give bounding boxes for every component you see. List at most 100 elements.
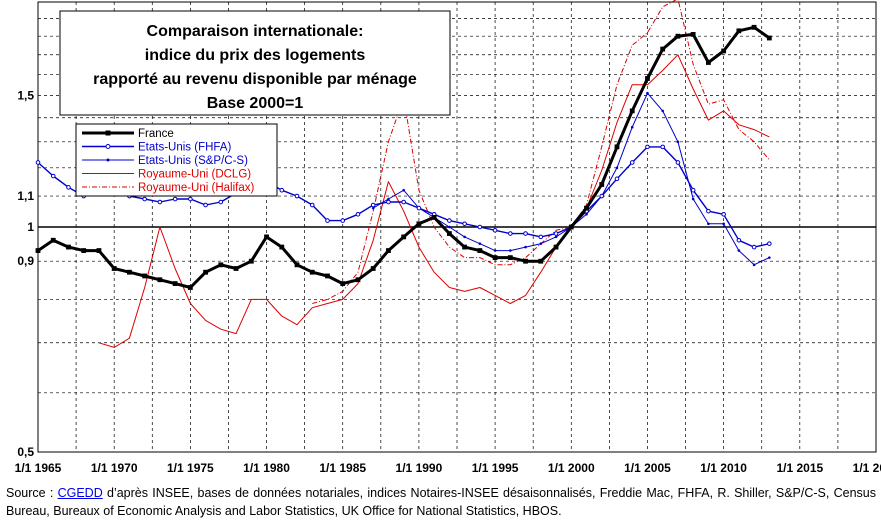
data-point <box>478 242 482 245</box>
data-point <box>370 202 376 208</box>
data-point <box>401 199 406 205</box>
data-point <box>524 245 527 249</box>
y-tick-label: 1,5 <box>17 88 34 102</box>
data-point <box>660 46 666 52</box>
data-point <box>309 202 315 208</box>
data-point <box>614 176 620 182</box>
title-box-frame <box>59 10 451 116</box>
data-point <box>766 35 772 41</box>
data-point <box>615 166 619 170</box>
data-point <box>416 221 422 227</box>
data-point <box>142 196 147 202</box>
data-point <box>492 255 498 261</box>
data-point <box>722 222 725 226</box>
data-point <box>706 208 711 214</box>
x-tick-label: 1/1 2020 <box>853 461 881 475</box>
data-point <box>264 234 269 240</box>
series-layer <box>35 0 772 348</box>
legend-label-france: France <box>138 128 174 140</box>
data-point <box>66 244 71 250</box>
data-point <box>585 212 588 216</box>
data-point <box>66 185 71 190</box>
data-point <box>509 249 512 252</box>
x-tick-label: 1/1 1970 <box>91 461 138 475</box>
data-point <box>172 281 178 286</box>
x-tick-label: 1/1 2005 <box>624 461 671 475</box>
source-link-cgedd[interactable]: CGEDD <box>57 486 103 500</box>
data-point <box>402 188 405 192</box>
data-point <box>675 160 681 165</box>
data-point <box>737 249 741 252</box>
legend-label-royaume-uni-halifax: Royaume-Uni (Halifax) <box>138 182 254 194</box>
data-point <box>629 160 635 165</box>
data-point <box>538 258 544 264</box>
x-tick-label: 1/1 2015 <box>776 461 823 475</box>
data-point <box>387 197 390 201</box>
data-point <box>690 187 696 193</box>
data-point <box>477 248 483 253</box>
data-point <box>309 269 315 275</box>
data-point <box>325 218 330 223</box>
data-point <box>645 76 650 81</box>
data-point <box>188 196 193 202</box>
data-point <box>508 231 513 236</box>
data-point <box>96 248 102 253</box>
data-point <box>35 160 41 165</box>
data-point <box>463 235 466 239</box>
data-point <box>448 225 451 229</box>
legend-marker <box>105 130 111 136</box>
data-point <box>279 187 285 193</box>
data-point <box>416 205 422 211</box>
data-point <box>35 248 41 253</box>
data-point <box>203 269 208 275</box>
y-tick-label: 0,9 <box>17 254 34 268</box>
data-point <box>187 285 193 290</box>
chart-title-line-2: indice du prix des logements <box>145 47 366 64</box>
data-point <box>538 234 544 240</box>
data-point <box>355 277 361 283</box>
data-point <box>507 255 513 261</box>
data-point <box>248 258 254 264</box>
series-royaume-uni-dclg <box>98 54 770 348</box>
axes: 1/1 1965 1/1 1970 1/1 1975 1/1 1980 1/1 1985… <box>15 88 881 475</box>
y-tick-label: 1,1 <box>17 189 34 203</box>
legend-marker <box>106 158 110 162</box>
x-tick-label: 1/1 2000 <box>548 461 595 475</box>
data-point <box>568 224 574 230</box>
data-point <box>690 32 696 37</box>
data-point <box>675 33 681 39</box>
data-point <box>706 60 711 65</box>
x-tick-label: 1/1 1990 <box>396 461 443 475</box>
x-tick-label: 1/1 1975 <box>167 461 214 475</box>
chart-title-line-3: rapporté au revenu disponible par ménage <box>93 71 417 88</box>
data-point <box>111 266 117 271</box>
data-point <box>736 28 742 34</box>
data-point <box>462 221 467 227</box>
data-point <box>736 237 742 243</box>
chart-title-box: Comparaison internationale: indice du pr… <box>59 10 451 116</box>
data-point <box>629 108 635 114</box>
legend-marker <box>105 144 111 149</box>
chart-svg: 1/1 1965 1/1 1970 1/1 1975 1/1 1980 1/1 1985… <box>15 0 881 475</box>
data-point <box>447 218 452 223</box>
data-point <box>553 244 559 250</box>
data-point <box>707 222 710 226</box>
data-point <box>233 266 239 271</box>
data-point <box>751 244 757 250</box>
data-point <box>646 91 649 95</box>
data-point <box>661 109 664 113</box>
y-tick-label: 1 <box>27 220 34 234</box>
data-point <box>645 144 650 150</box>
data-point <box>218 262 224 268</box>
series-france <box>35 24 772 290</box>
data-point <box>691 197 695 201</box>
data-point <box>721 211 726 217</box>
data-point <box>157 277 163 283</box>
series-line-royaume-uni-dclg <box>98 54 770 348</box>
x-tick-label: 1/1 2010 <box>700 461 747 475</box>
chart-legend: France Etats-Unis (FHFA)Etats-Unis (S&P/C… <box>75 123 278 197</box>
x-tick-label: 1/1 1995 <box>472 461 519 475</box>
data-point <box>477 224 483 230</box>
data-point <box>599 193 605 199</box>
